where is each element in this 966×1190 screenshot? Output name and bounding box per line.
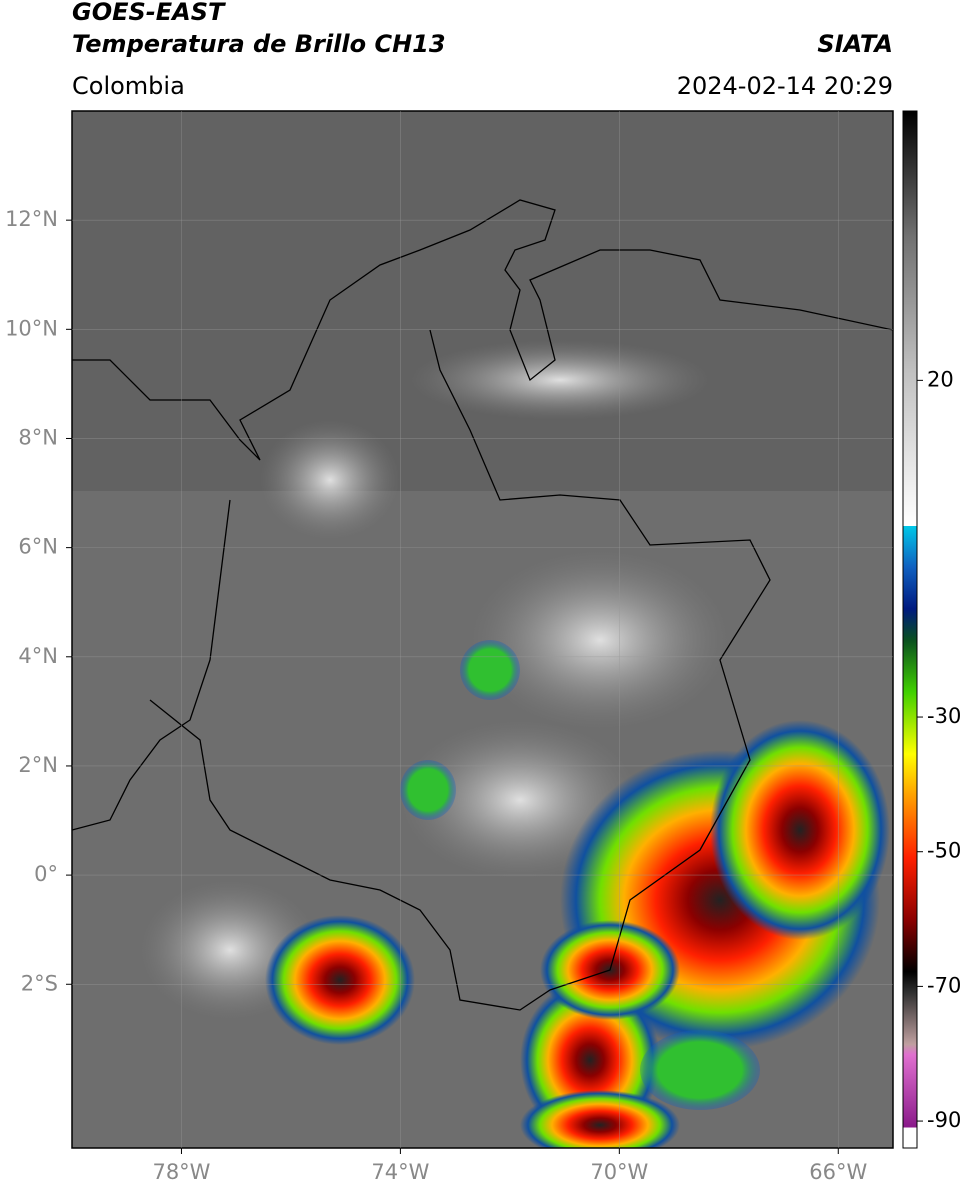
- y-tick-label: 2°S: [21, 971, 58, 995]
- colorbar-tick-label: 20: [927, 367, 954, 391]
- y-tick-label: 6°N: [18, 535, 58, 559]
- colorbar-tick-label: -70: [927, 973, 961, 997]
- map-frame: [71, 110, 894, 1149]
- colorbar: [902, 110, 918, 1149]
- y-tick-label: 2°N: [18, 753, 58, 777]
- colorbar-tick-label: -30: [927, 704, 961, 728]
- y-tick-label: 12°N: [5, 207, 58, 231]
- y-tick-label: 8°N: [18, 425, 58, 449]
- region: Colombia: [72, 72, 185, 100]
- x-tick-label: 74°W: [371, 1160, 429, 1184]
- subtitle: Temperatura de Brillo CH13: [72, 30, 446, 58]
- x-tick-label: 66°W: [809, 1160, 867, 1184]
- y-tick-label: 4°N: [18, 644, 58, 668]
- x-tick-label: 70°W: [590, 1160, 648, 1184]
- y-tick-label: 0°: [34, 862, 58, 886]
- map-image: [72, 111, 893, 1148]
- datetime: 2024-02-14 20:29: [677, 72, 893, 100]
- x-tick-label: 78°W: [152, 1160, 210, 1184]
- colorbar-tick-label: -50: [927, 839, 961, 863]
- title: GOES-EAST: [72, 0, 226, 26]
- source: SIATA: [817, 30, 893, 58]
- colorbar-tick-label: -90: [927, 1108, 961, 1132]
- y-tick-label: 10°N: [5, 316, 58, 340]
